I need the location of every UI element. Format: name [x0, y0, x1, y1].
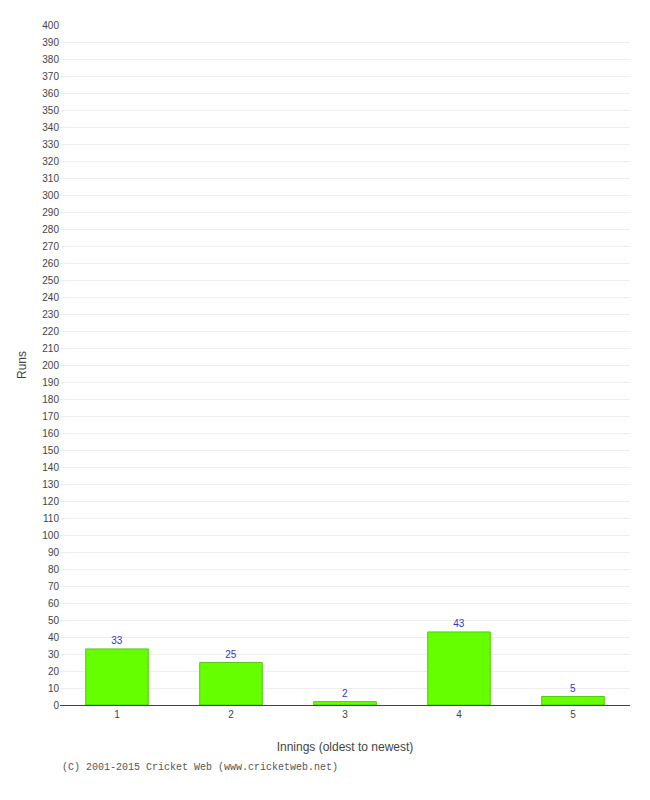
- svg-text:4: 4: [456, 709, 462, 720]
- svg-text:160: 160: [42, 428, 59, 439]
- svg-text:220: 220: [42, 326, 59, 337]
- svg-text:Runs: Runs: [15, 351, 29, 379]
- svg-text:5: 5: [570, 709, 576, 720]
- svg-text:90: 90: [48, 547, 60, 558]
- svg-text:33: 33: [111, 635, 123, 646]
- svg-text:190: 190: [42, 377, 59, 388]
- svg-text:10: 10: [48, 683, 60, 694]
- svg-text:310: 310: [42, 173, 59, 184]
- svg-text:80: 80: [48, 564, 60, 575]
- svg-text:Innings (oldest to newest): Innings (oldest to newest): [277, 740, 414, 754]
- svg-text:2: 2: [228, 709, 234, 720]
- svg-text:100: 100: [42, 530, 59, 541]
- svg-text:210: 210: [42, 343, 59, 354]
- svg-text:180: 180: [42, 394, 59, 405]
- svg-text:60: 60: [48, 598, 60, 609]
- svg-text:380: 380: [42, 54, 59, 65]
- svg-text:20: 20: [48, 666, 60, 677]
- svg-text:150: 150: [42, 445, 59, 456]
- svg-text:350: 350: [42, 105, 59, 116]
- svg-text:400: 400: [42, 20, 59, 31]
- svg-text:140: 140: [42, 462, 59, 473]
- svg-text:5: 5: [570, 683, 576, 694]
- svg-text:50: 50: [48, 615, 60, 626]
- svg-text:290: 290: [42, 207, 59, 218]
- svg-text:340: 340: [42, 122, 59, 133]
- svg-text:260: 260: [42, 258, 59, 269]
- svg-text:320: 320: [42, 156, 59, 167]
- svg-text:110: 110: [43, 513, 59, 524]
- svg-text:130: 130: [42, 479, 59, 490]
- svg-text:25: 25: [225, 649, 237, 660]
- svg-text:70: 70: [48, 581, 60, 592]
- svg-text:240: 240: [42, 292, 59, 303]
- svg-text:230: 230: [42, 309, 59, 320]
- svg-text:250: 250: [42, 275, 59, 286]
- svg-text:270: 270: [42, 241, 59, 252]
- svg-text:2: 2: [342, 688, 348, 699]
- svg-text:0: 0: [53, 700, 59, 711]
- svg-text:(C) 2001-2015 Cricket Web (www: (C) 2001-2015 Cricket Web (www.cricketwe…: [62, 762, 338, 773]
- svg-text:1: 1: [114, 709, 120, 720]
- svg-text:30: 30: [48, 649, 60, 660]
- svg-text:330: 330: [42, 139, 59, 150]
- svg-text:390: 390: [42, 37, 59, 48]
- svg-text:280: 280: [42, 224, 59, 235]
- svg-text:200: 200: [42, 360, 59, 371]
- svg-text:300: 300: [42, 190, 59, 201]
- svg-text:120: 120: [42, 496, 59, 507]
- svg-text:40: 40: [48, 632, 60, 643]
- svg-text:170: 170: [42, 411, 59, 422]
- svg-text:3: 3: [342, 709, 348, 720]
- svg-text:360: 360: [42, 88, 59, 99]
- svg-text:370: 370: [42, 71, 59, 82]
- svg-text:43: 43: [453, 618, 465, 629]
